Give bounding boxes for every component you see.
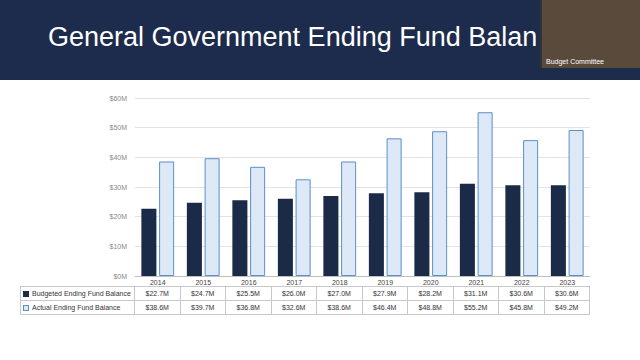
html-text:$27.9M: $27.9M: [373, 290, 397, 297]
html-text:$38.6M: $38.6M: [145, 304, 169, 311]
html-text:$28.2M: $28.2M: [418, 290, 442, 297]
html-text:$27.0M: $27.0M: [327, 290, 351, 297]
html-text:$38.6M: $38.6M: [327, 304, 351, 311]
svg-text:2018: 2018: [332, 279, 348, 286]
html-text:$45.8M: $45.8M: [509, 304, 533, 311]
html-text:Budgeted Ending Fund Balance: Budgeted Ending Fund Balance: [32, 289, 131, 297]
svg-text:2019: 2019: [377, 279, 393, 286]
html-text:$55.2M: $55.2M: [464, 304, 488, 311]
html-text:$24.7M: $24.7M: [191, 290, 215, 297]
svg-text:$0M: $0M: [113, 273, 127, 280]
html-text:$25.5M: $25.5M: [236, 290, 260, 297]
html-text:$49.2M: $49.2M: [555, 304, 579, 311]
svg-text:2017: 2017: [286, 279, 302, 286]
html-text:$31.1M: $31.1M: [464, 290, 488, 297]
html-text:Actual Ending Fund Balance: Actual Ending Fund Balance: [32, 303, 121, 311]
html-text:$30.6M: $30.6M: [509, 290, 533, 297]
svg-text:$10M: $10M: [109, 243, 127, 250]
html-text:$22.7M: $22.7M: [145, 290, 169, 297]
html-text:Budget Committee: Budget Committee: [546, 58, 604, 65]
html-text:$30.6M: $30.6M: [555, 290, 579, 297]
html-text:$26.0M: $26.0M: [282, 290, 306, 297]
svg-text:2015: 2015: [195, 279, 211, 286]
html-text:$39.7M: $39.7M: [191, 304, 215, 311]
svg-text:$20M: $20M: [109, 213, 127, 220]
svg-text:2021: 2021: [468, 279, 484, 286]
svg-text:$30M: $30M: [109, 184, 127, 191]
html-text:General Government Ending Fund: General Government Ending Fund Balan: [48, 22, 538, 52]
svg-text:2014: 2014: [150, 279, 166, 286]
svg-text:2020: 2020: [423, 279, 439, 286]
html-text:$46.4M: $46.4M: [373, 304, 397, 311]
html-text:$48.8M: $48.8M: [418, 304, 442, 311]
svg-text:$40M: $40M: [109, 154, 127, 161]
svg-text:$60M: $60M: [109, 95, 127, 102]
svg-text:$50M: $50M: [109, 124, 127, 131]
svg-text:2016: 2016: [241, 279, 257, 286]
html-text:$32.6M: $32.6M: [282, 304, 306, 311]
html-text:$36.8M: $36.8M: [236, 304, 260, 311]
svg-text:2023: 2023: [559, 279, 575, 286]
svg-text:2022: 2022: [514, 279, 530, 286]
